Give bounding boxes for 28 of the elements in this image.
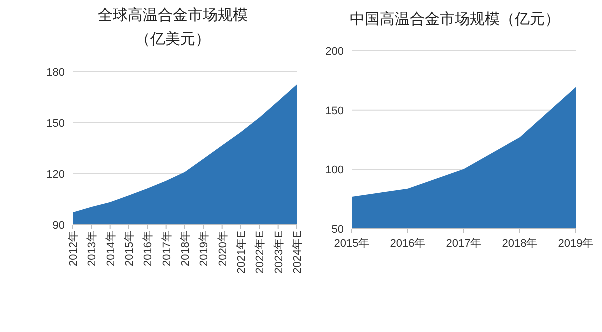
x-tick-label: 2018年 xyxy=(502,238,538,250)
x-tick-label: 2020年 xyxy=(217,231,230,266)
x-tick-label: 2018年 xyxy=(180,231,192,266)
x-tick-label: 2019年 xyxy=(558,238,594,250)
x-tick-label: 2023年E xyxy=(273,231,286,274)
x-tick-label: 2016年 xyxy=(142,231,155,266)
y-tick-label: 200 xyxy=(326,46,344,58)
x-tick-label: 2019年 xyxy=(198,231,211,266)
chart-title: 中国高温合金市场规模（亿元） xyxy=(350,11,560,28)
x-tick-label: 2013年 xyxy=(86,231,99,266)
y-tick-label: 150 xyxy=(46,118,65,130)
x-tick-label: 2015年 xyxy=(334,238,370,250)
x-tick-label: 2022年E xyxy=(254,231,267,274)
x-tick-label: 2016年 xyxy=(390,238,426,250)
x-tick-label: 2012年 xyxy=(68,231,80,266)
y-tick-label: 100 xyxy=(326,164,344,177)
x-tick-label: 2015年 xyxy=(124,231,136,266)
x-tick-label: 2021年E xyxy=(236,231,248,274)
x-tick-label: 2017年 xyxy=(446,238,482,250)
x-tick-label: 2024年E xyxy=(292,231,304,274)
chart-title: 全球高温合金市场规模（亿美元） xyxy=(98,7,248,48)
y-tick-label: 120 xyxy=(46,169,65,181)
x-tick-label: 2017年 xyxy=(161,231,174,266)
y-tick-label: 50 xyxy=(332,224,344,236)
y-tick-label: 90 xyxy=(52,220,65,232)
y-tick-label: 180 xyxy=(46,67,65,79)
y-tick-label: 150 xyxy=(326,105,344,118)
x-tick-label: 2014年 xyxy=(105,231,118,266)
